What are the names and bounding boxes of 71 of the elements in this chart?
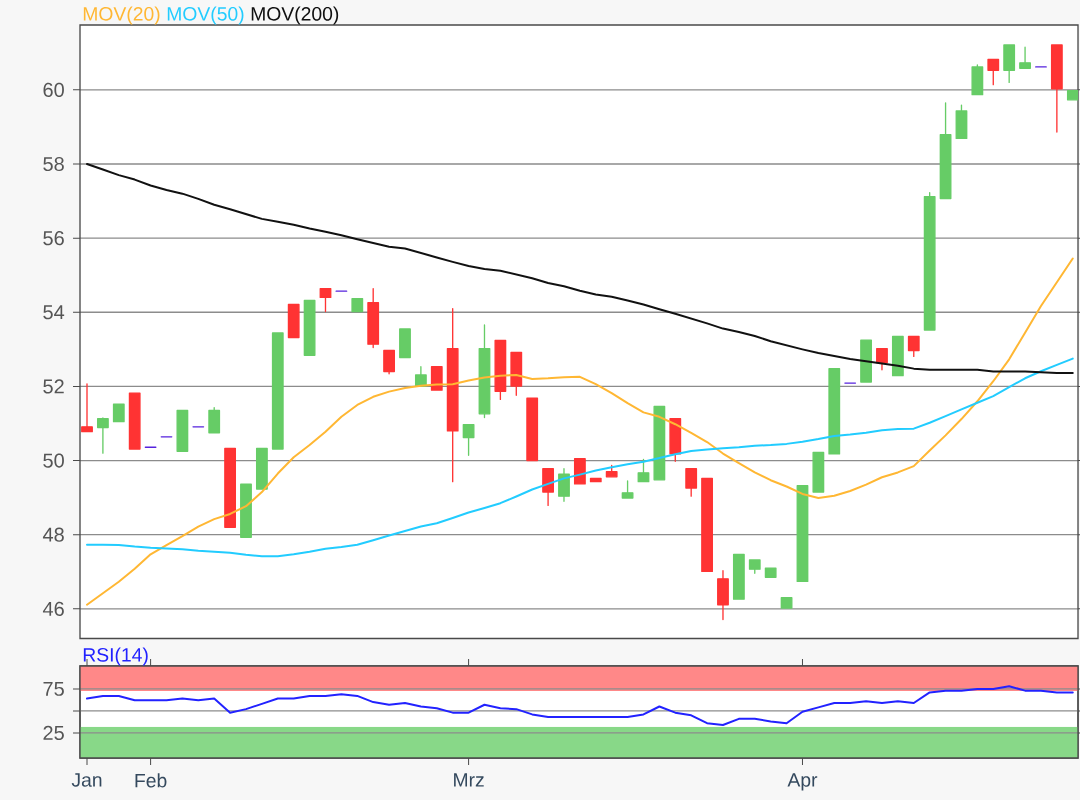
- candlestick: [526, 397, 539, 462]
- x-tick-label: Feb: [135, 773, 167, 788]
- candlestick: [303, 299, 316, 356]
- text: MOV(20): [83, 6, 160, 25]
- candlestick: [669, 418, 682, 462]
- x-tick-label: Jan: [71, 773, 102, 787]
- x-tick-label: Apr: [787, 773, 818, 791]
- candlestick: [255, 447, 268, 490]
- text: MOV(50): [167, 6, 244, 25]
- y-tick-label: 52: [43, 379, 64, 394]
- candlestick: [907, 335, 920, 358]
- candlestick: [573, 458, 586, 485]
- candlestick: [605, 464, 618, 478]
- candlestick: [717, 569, 729, 621]
- candlestick: [987, 58, 1000, 86]
- candlestick: [701, 477, 713, 573]
- candlestick: [1003, 44, 1016, 84]
- text: MOV(200): [251, 6, 339, 25]
- y-tick-label: 50: [43, 453, 64, 468]
- candlestick: [589, 477, 602, 483]
- y-tick-label: 46: [42, 601, 64, 616]
- candlestick: [478, 324, 491, 419]
- candlestick: [462, 423, 475, 457]
- y-tick-label: 75: [43, 681, 64, 696]
- candlestick: [208, 406, 221, 434]
- candlestick: [81, 383, 93, 433]
- candlestick: [764, 567, 777, 578]
- y-tick-label: 25: [43, 725, 64, 740]
- candlestick: [923, 191, 936, 331]
- candlestick: [891, 335, 904, 377]
- candlestick: [796, 485, 809, 583]
- candlestick: [399, 328, 411, 359]
- candlestick: [732, 553, 745, 600]
- candlestick: [128, 392, 141, 450]
- candlestick: [494, 339, 507, 401]
- candlestick: [685, 468, 698, 497]
- candlestick: [319, 287, 332, 313]
- candlestick: [351, 297, 364, 313]
- candlestick: [955, 104, 968, 140]
- candlestick: [367, 287, 380, 349]
- candlestick: [542, 468, 554, 507]
- candlestick: [510, 351, 523, 396]
- y-tick-label: 48: [42, 527, 64, 542]
- candlestick: [176, 409, 189, 452]
- y-tick-label: 56: [43, 231, 64, 246]
- x-tick-label: Mrz: [454, 773, 484, 787]
- y-tick-label: 60: [43, 82, 64, 97]
- candlestick: [383, 349, 396, 375]
- candlestick: [112, 403, 125, 423]
- candlestick: [780, 597, 793, 609]
- candlestick: [240, 483, 252, 538]
- candlestick: [96, 417, 109, 454]
- candlestick: [287, 303, 300, 339]
- candlestick: [224, 447, 237, 528]
- series-label: RSI(14): [83, 647, 148, 666]
- candlestick: [1019, 46, 1031, 70]
- candlestick: [939, 102, 952, 200]
- candlestick: [1050, 44, 1063, 133]
- candlestick: [653, 405, 666, 481]
- candlestick: [271, 332, 284, 450]
- y-tick-label: 58: [43, 156, 64, 172]
- candlestick: [971, 64, 984, 96]
- candlestick: [876, 347, 888, 371]
- y-tick-label: 54: [43, 305, 65, 320]
- candlestick: [621, 480, 634, 499]
- candlestick: [748, 559, 761, 574]
- candlestick: [430, 366, 443, 391]
- candlestick: [446, 307, 459, 483]
- candlestick: [812, 451, 825, 493]
- candlestick: [828, 367, 841, 455]
- candlestick: [860, 339, 872, 383]
